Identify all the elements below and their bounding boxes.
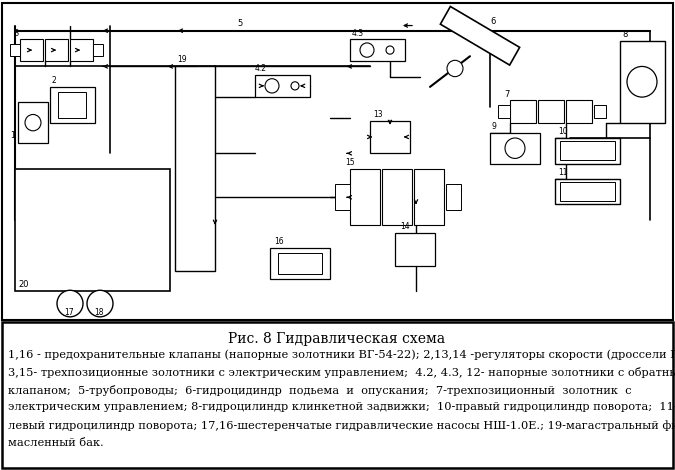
Text: 8: 8 <box>622 30 627 39</box>
Bar <box>510 100 536 123</box>
Bar <box>15 169 170 291</box>
Bar <box>10 44 20 56</box>
Bar <box>620 41 665 123</box>
Bar <box>594 105 606 118</box>
Text: масленный бак.: масленный бак. <box>8 438 104 448</box>
Bar <box>414 169 444 225</box>
Bar <box>560 141 615 160</box>
Text: левый гидроцилиндр поворота; 17,16-шестеренчатые гидравлические насосы НШ-1.0Е.;: левый гидроцилиндр поворота; 17,16-шесте… <box>8 420 675 431</box>
Bar <box>490 133 540 164</box>
Circle shape <box>447 60 463 77</box>
Bar <box>560 182 615 201</box>
Bar <box>18 102 48 143</box>
Text: 7: 7 <box>504 90 510 99</box>
Bar <box>70 39 93 61</box>
Bar <box>50 87 95 123</box>
Text: 1: 1 <box>10 131 15 140</box>
Bar <box>440 7 520 65</box>
Bar <box>370 121 410 153</box>
Text: 17: 17 <box>64 308 74 317</box>
Text: 10: 10 <box>558 127 568 136</box>
Circle shape <box>87 290 113 317</box>
Bar <box>335 184 350 210</box>
Bar <box>58 92 86 118</box>
Text: 15: 15 <box>345 157 354 166</box>
Circle shape <box>386 46 394 54</box>
Text: 2: 2 <box>51 76 56 85</box>
Text: 1,16 - предохранительные клапаны (напорные золотники ВГ-54-22); 2,13,14 -регулят: 1,16 - предохранительные клапаны (напорн… <box>8 349 675 360</box>
Text: клапаном;  5-трубопроводы;  6-гидроцидиндр  подьема  и  опускания;  7-трехпозици: клапаном; 5-трубопроводы; 6-гидроцидиндр… <box>8 384 632 396</box>
Circle shape <box>265 78 279 93</box>
Text: 4.2: 4.2 <box>255 63 267 72</box>
Bar <box>350 169 380 225</box>
Bar <box>555 179 620 204</box>
Bar <box>270 248 330 279</box>
Text: 4.3: 4.3 <box>352 29 364 38</box>
Bar <box>395 233 435 266</box>
Text: 9: 9 <box>492 122 497 131</box>
Bar <box>255 75 310 97</box>
Bar <box>382 169 412 225</box>
Text: 6: 6 <box>490 16 495 25</box>
Text: 11: 11 <box>558 168 568 177</box>
Bar <box>446 184 461 210</box>
Bar <box>555 138 620 164</box>
Text: 3: 3 <box>13 29 18 38</box>
Bar <box>350 39 405 61</box>
Bar <box>175 66 215 271</box>
Circle shape <box>627 66 657 97</box>
Circle shape <box>57 290 83 317</box>
Text: электрическим управлением; 8-гидроцилиндр клинкетной задвижки;  10-правый гидроц: электрическим управлением; 8-гидроцилинд… <box>8 402 675 412</box>
Circle shape <box>505 138 525 158</box>
Bar <box>498 105 510 118</box>
Circle shape <box>25 115 41 131</box>
Text: 3,15- трехпозиционные золотники с электрическим управлением;  4.2, 4.3, 12- напо: 3,15- трехпозиционные золотники с электр… <box>8 367 675 378</box>
Text: 16: 16 <box>274 237 284 246</box>
Bar <box>93 44 103 56</box>
Circle shape <box>291 82 299 90</box>
Bar <box>278 253 322 274</box>
Text: 20: 20 <box>18 280 28 289</box>
Circle shape <box>360 43 374 57</box>
Text: 19: 19 <box>177 55 186 64</box>
Text: 5: 5 <box>237 19 242 28</box>
Text: 18: 18 <box>94 308 103 317</box>
Bar <box>538 100 564 123</box>
Bar <box>20 39 43 61</box>
Bar <box>566 100 592 123</box>
Text: 14: 14 <box>400 222 410 231</box>
Bar <box>45 39 68 61</box>
Text: 13: 13 <box>373 110 383 118</box>
Text: Рис. 8 Гидравлическая схема: Рис. 8 Гидравлическая схема <box>228 332 446 346</box>
